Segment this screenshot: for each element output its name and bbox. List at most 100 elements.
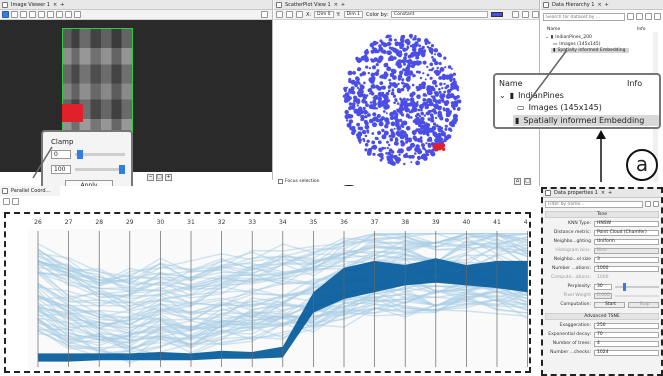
layout-icon[interactable] <box>532 11 539 18</box>
neighborhood-size-spinbox[interactable]: 3 <box>594 256 659 263</box>
dataset-search-input[interactable] <box>543 13 625 21</box>
scatter-point <box>355 77 360 82</box>
scatter-point <box>425 142 428 145</box>
scatter-point <box>356 133 360 137</box>
neighbor-weighting-select[interactable]: Uniform <box>594 238 659 245</box>
zoom-fit-icon[interactable]: □ <box>156 174 163 181</box>
scatter-point <box>419 136 423 139</box>
clamp-min-spinbox[interactable]: 0 <box>51 150 71 159</box>
clear-selection-icon[interactable] <box>74 11 81 18</box>
computed-iterations-row: Compute...ations: 1000 <box>545 274 659 281</box>
add-tab-icon[interactable]: + <box>608 190 613 196</box>
y-dimension-select[interactable]: Dim 1 <box>343 11 364 18</box>
scatter-point <box>373 98 377 102</box>
record-icon[interactable] <box>12 198 19 205</box>
add-tab-icon[interactable]: + <box>60 1 65 8</box>
close-icon[interactable]: × <box>53 1 58 8</box>
scatter-point <box>377 153 380 157</box>
scatter-point <box>386 34 390 39</box>
density-icon[interactable] <box>512 11 519 18</box>
zoom-fit-icon[interactable]: □ <box>524 178 531 185</box>
collapse-icon[interactable] <box>653 201 659 207</box>
property-filter-input[interactable] <box>545 201 643 208</box>
hierarchy-item-images[interactable]: ▭ Images (145x145) <box>553 42 601 47</box>
hierarchy-menu-icon[interactable] <box>654 13 661 20</box>
add-tab-icon[interactable]: + <box>340 1 346 8</box>
zoom-out-icon[interactable]: − <box>147 174 154 181</box>
close-icon[interactable]: × <box>600 190 606 196</box>
close-icon[interactable]: × <box>333 1 338 8</box>
perplexity-slider[interactable] <box>615 282 659 291</box>
export-icon[interactable] <box>286 11 293 18</box>
minus-icon[interactable] <box>3 198 10 205</box>
scatter-point <box>364 57 369 63</box>
collapse-all-icon[interactable] <box>645 13 652 20</box>
scatter-canvas[interactable] <box>274 20 539 176</box>
perplexity-spinbox[interactable]: 30 <box>594 283 612 290</box>
pencil-icon[interactable] <box>296 11 303 18</box>
brush-select-icon[interactable] <box>38 11 45 18</box>
number-of-checks-spinbox[interactable]: 1024 <box>594 349 659 356</box>
lasso-select-icon[interactable] <box>29 11 36 18</box>
sample-select-icon[interactable] <box>56 11 63 18</box>
clamp-min-slider[interactable] <box>75 150 125 159</box>
filter-icon[interactable] <box>627 13 634 20</box>
grid-icon[interactable] <box>522 11 529 18</box>
exponential-decay-spinbox[interactable]: 70 <box>594 331 659 338</box>
scatter-point <box>368 77 374 83</box>
x-dimension-select[interactable]: Dim 0 <box>314 11 334 18</box>
scatter-point <box>438 90 442 95</box>
hierarchy-item-root[interactable]: ⌄ ▮ IndianPines_200 <box>545 35 592 40</box>
exaggeration-spinbox[interactable]: 250 <box>594 322 659 329</box>
properties-tab[interactable]: Data properties 1 <box>554 190 598 196</box>
scatter-point <box>419 103 424 109</box>
scatter-point <box>413 74 416 77</box>
scatter-point <box>346 122 352 128</box>
clamp-max-slider[interactable] <box>75 165 125 174</box>
zoom-home-icon[interactable]: ⌂ <box>514 178 521 185</box>
select-tool-icon[interactable] <box>11 11 18 18</box>
start-button[interactable]: Start <box>594 301 625 308</box>
scatter-point <box>391 89 395 92</box>
hierarchy-item-embedding[interactable]: ▮ Spatially informed Embedding <box>551 48 629 53</box>
polygon-select-icon[interactable] <box>47 11 54 18</box>
scatter-icon <box>276 1 282 8</box>
rect-select-icon[interactable] <box>20 11 27 18</box>
pcp-tab[interactable]: Parallel Coord... <box>11 188 51 194</box>
scatter-point <box>403 62 406 66</box>
clamp-max-spinbox[interactable]: 100 <box>51 165 71 174</box>
expand-all-icon[interactable] <box>636 13 643 20</box>
tsne-section-header[interactable]: Tsne <box>545 211 659 218</box>
scatter-point <box>381 146 385 150</box>
viewer-settings-icon[interactable] <box>261 11 268 18</box>
pointer-tool-icon[interactable] <box>2 11 9 18</box>
zoom-in-icon[interactable]: + <box>165 174 172 181</box>
scatter-point <box>369 101 372 104</box>
scatter-point <box>407 137 412 142</box>
expand-icon[interactable] <box>645 201 651 207</box>
iterations-spinbox[interactable]: 1000 <box>594 265 659 272</box>
scatter-point <box>417 94 421 98</box>
close-icon[interactable]: × <box>597 1 602 8</box>
add-tab-icon[interactable]: + <box>604 1 609 8</box>
scatter-point <box>371 65 377 70</box>
invert-selection-icon[interactable] <box>65 11 72 18</box>
knn-type-select[interactable]: HNSW <box>594 220 659 227</box>
number-of-trees-spinbox[interactable]: 4 <box>594 340 659 347</box>
focus-selection-checkbox[interactable] <box>278 179 283 184</box>
image-viewer-toolbar <box>0 10 272 20</box>
scatter-point <box>407 89 409 92</box>
scatterplot-tab[interactable]: ScatterPlot View 1 <box>285 1 331 8</box>
scatter-point <box>444 127 448 131</box>
image-viewer-tab[interactable]: Image Viewer 1 <box>11 1 51 8</box>
scatter-point <box>403 131 407 135</box>
color-by-select[interactable]: Constant <box>391 11 488 18</box>
advanced-tsne-section-header[interactable]: Advanced TSNE <box>545 313 659 320</box>
settings-icon[interactable] <box>276 11 283 18</box>
pcp-chart[interactable]: 26 27 28 29 30 31 32 33 34 35 36 37 38 39 40 41 42 <box>8 215 528 370</box>
expand-chevron-icon[interactable]: ⌄ <box>545 35 549 40</box>
data-hierarchy-tab[interactable]: Data Hierarchy 1 <box>552 1 595 8</box>
distance-metric-select[interactable]: Point Cloud (Chamfer) <box>594 229 659 236</box>
scatter-point <box>372 122 377 128</box>
color-swatch[interactable] <box>491 12 503 17</box>
